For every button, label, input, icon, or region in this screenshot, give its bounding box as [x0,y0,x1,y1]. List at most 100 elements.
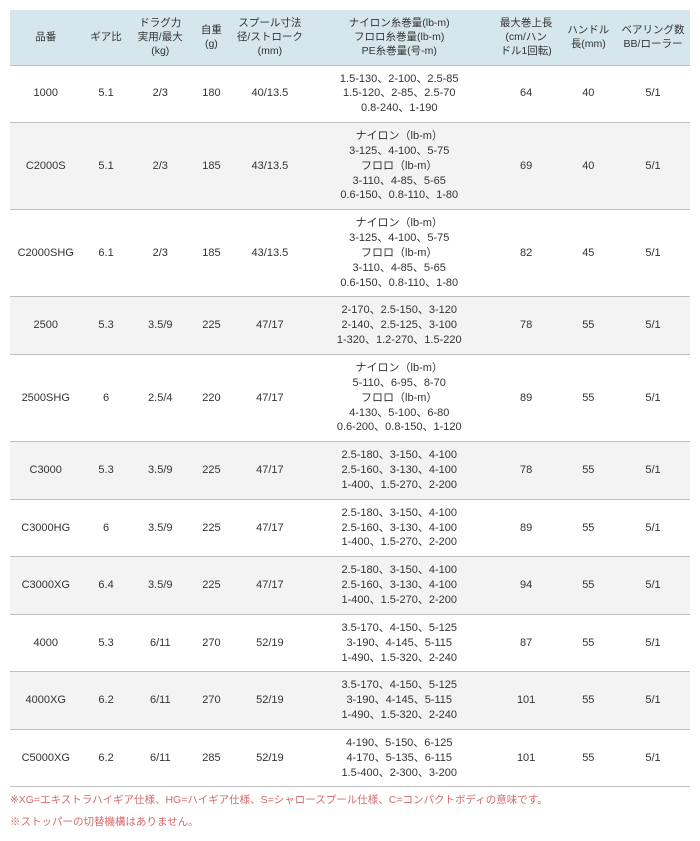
cell: 52/19 [233,729,307,787]
cell: 3.5/9 [131,297,190,355]
col-header-6: 最大巻上長 (cm/ハン ドル1回転) [492,10,561,65]
col-header-0: 品番 [10,10,81,65]
table-row: 4000XG6.26/1127052/193.5-170、4-150、5-125… [10,672,690,730]
col-header-4: スプール寸法 径/ストローク (mm) [233,10,307,65]
cell: 6 [81,499,130,557]
cell: 4-190、5-150、6-125 4-170、5-135、6-115 1.5-… [307,729,492,787]
cell: 69 [492,123,561,210]
cell: 64 [492,65,561,123]
cell: 78 [492,442,561,500]
cell: 47/17 [233,499,307,557]
cell: 5/1 [616,355,690,442]
cell: 47/17 [233,442,307,500]
cell: ナイロン（lb-m） 5-110、6-95、8-70 フロロ（lb-m） 4-1… [307,355,492,442]
cell: 1.5-130、2-100、2.5-85 1.5-120、2-85、2.5-70… [307,65,492,123]
cell: 55 [561,355,616,442]
cell: 40/13.5 [233,65,307,123]
table-header: 品番ギア比ドラグ力 実用/最大 (kg)自重 (g)スプール寸法 径/ストローク… [10,10,690,65]
table-body: 10005.12/318040/13.51.5-130、2-100、2.5-85… [10,65,690,787]
cell: 180 [190,65,233,123]
cell: 5/1 [616,297,690,355]
cell: 55 [561,729,616,787]
cell: 3.5/9 [131,557,190,615]
cell: C3000XG [10,557,81,615]
cell: 5/1 [616,557,690,615]
footnote-1: ※XG=エキストラハイギア仕様、HG=ハイギア仕様、S=シャロースプール仕様、C… [10,793,690,809]
cell: 2-170、2.5-150、3-120 2-140、2.5-125、3-100 … [307,297,492,355]
col-header-7: ハンドル 長(mm) [561,10,616,65]
cell: 5/1 [616,729,690,787]
cell: 78 [492,297,561,355]
cell: 3.5/9 [131,442,190,500]
cell: 5/1 [616,499,690,557]
cell: 185 [190,123,233,210]
cell: 2.5-180、3-150、4-100 2.5-160、3-130、4-100 … [307,499,492,557]
cell: 101 [492,672,561,730]
cell: 55 [561,442,616,500]
col-header-8: ベアリング数 BB/ローラー [616,10,690,65]
cell: 4000XG [10,672,81,730]
cell: C5000XG [10,729,81,787]
cell: 2.5/4 [131,355,190,442]
cell: 3.5-170、4-150、5-125 3-190、4-145、5-115 1-… [307,614,492,672]
cell: 220 [190,355,233,442]
table-row: C30005.33.5/922547/172.5-180、3-150、4-100… [10,442,690,500]
cell: 5/1 [616,123,690,210]
cell: 5/1 [616,210,690,297]
cell: 2/3 [131,65,190,123]
cell: 225 [190,442,233,500]
cell: 94 [492,557,561,615]
cell: 285 [190,729,233,787]
cell: 55 [561,499,616,557]
cell: 47/17 [233,355,307,442]
col-header-2: ドラグ力 実用/最大 (kg) [131,10,190,65]
cell: 5.3 [81,442,130,500]
cell: 6/11 [131,614,190,672]
cell: 89 [492,355,561,442]
cell: 2500SHG [10,355,81,442]
cell: 47/17 [233,297,307,355]
cell: 40 [561,65,616,123]
table-row: C3000HG63.5/922547/172.5-180、3-150、4-100… [10,499,690,557]
cell: 5.3 [81,614,130,672]
cell: 3.5/9 [131,499,190,557]
cell: 6.2 [81,729,130,787]
cell: 5.3 [81,297,130,355]
cell: C3000HG [10,499,81,557]
table-row: 25005.33.5/922547/172-170、2.5-150、3-120 … [10,297,690,355]
cell: 40 [561,123,616,210]
cell: 55 [561,672,616,730]
cell: 1000 [10,65,81,123]
footnote-2: ※ストッパーの切替機構はありません。 [10,815,690,831]
cell: C2000S [10,123,81,210]
table-row: C5000XG6.26/1128552/194-190、5-150、6-125 … [10,729,690,787]
col-header-1: ギア比 [81,10,130,65]
cell: 5/1 [616,442,690,500]
cell: 2500 [10,297,81,355]
table-row: 10005.12/318040/13.51.5-130、2-100、2.5-85… [10,65,690,123]
cell: 45 [561,210,616,297]
cell: ナイロン（lb-m） 3-125、4-100、5-75 フロロ（lb-m） 3-… [307,123,492,210]
cell: 185 [190,210,233,297]
cell: 5/1 [616,614,690,672]
table-row: 2500SHG62.5/422047/17ナイロン（lb-m） 5-110、6-… [10,355,690,442]
cell: 43/13.5 [233,123,307,210]
cell: 4000 [10,614,81,672]
cell: 225 [190,297,233,355]
cell: 5/1 [616,672,690,730]
cell: 225 [190,499,233,557]
cell: 6.4 [81,557,130,615]
cell: 47/17 [233,557,307,615]
cell: 6.1 [81,210,130,297]
cell: 101 [492,729,561,787]
cell: 52/19 [233,672,307,730]
cell: 5/1 [616,65,690,123]
cell: 225 [190,557,233,615]
cell: 6.2 [81,672,130,730]
cell: 2.5-180、3-150、4-100 2.5-160、3-130、4-100 … [307,442,492,500]
cell: 55 [561,557,616,615]
cell: 270 [190,672,233,730]
cell: 2.5-180、3-150、4-100 2.5-160、3-130、4-100 … [307,557,492,615]
cell: 87 [492,614,561,672]
cell: 3.5-170、4-150、5-125 3-190、4-145、5-115 1-… [307,672,492,730]
